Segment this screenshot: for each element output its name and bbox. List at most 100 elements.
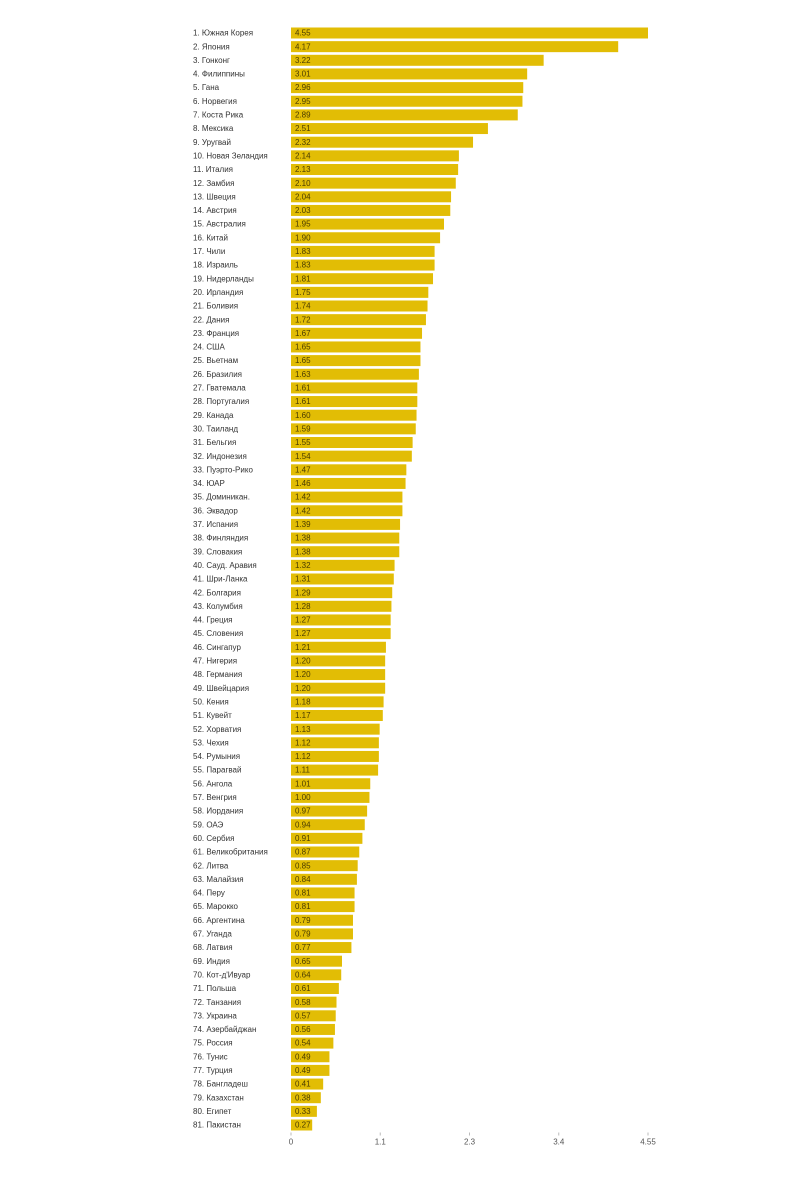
- bar: [291, 204, 451, 216]
- bar: [291, 450, 412, 462]
- value-label: 0.84: [295, 875, 311, 884]
- value-label: 2.03: [295, 206, 311, 215]
- value-label: 0.57: [295, 1011, 311, 1020]
- bar: [291, 873, 357, 885]
- value-label: 1.17: [295, 711, 311, 720]
- category-label: 20. Ирландия: [193, 288, 243, 297]
- bar: [291, 805, 368, 817]
- category-label: 45. Словения: [193, 629, 243, 638]
- bar: [291, 1078, 324, 1090]
- category-label: 79. Казахстан: [193, 1093, 244, 1102]
- value-label: 3.22: [295, 56, 311, 65]
- category-label: 54. Румыния: [193, 752, 240, 761]
- category-label: 17. Чили: [193, 247, 225, 256]
- category-label: 75. Россия: [193, 1039, 233, 1048]
- bar: [291, 54, 544, 66]
- category-label: 68. Латвия: [193, 943, 233, 952]
- bar: [291, 273, 434, 285]
- bar: [291, 983, 339, 994]
- value-label: 2.96: [295, 83, 311, 92]
- bar: [291, 1064, 330, 1076]
- category-label: 53. Чехия: [193, 738, 229, 747]
- value-label: 1.42: [295, 493, 311, 502]
- value-label: 2.95: [295, 97, 311, 106]
- value-label: 1.12: [295, 752, 311, 761]
- category-label: 32. Индонезия: [193, 452, 247, 461]
- bar: [291, 791, 370, 803]
- value-label: 1.13: [295, 725, 311, 734]
- bar: [291, 341, 421, 353]
- bar: [291, 396, 418, 408]
- value-label: 0.27: [295, 1121, 311, 1130]
- bar: [291, 559, 395, 571]
- category-label: 70. Кот-д'Ивуар: [193, 970, 251, 979]
- bar: [291, 136, 474, 148]
- category-label: 3. Гонконг: [193, 56, 230, 65]
- bar: [291, 764, 379, 776]
- category-label: 59. ОАЭ: [193, 820, 224, 829]
- category-label: 71. Польша: [193, 984, 237, 993]
- bar: [291, 641, 386, 653]
- value-label: 2.51: [295, 124, 311, 133]
- value-label: 1.54: [295, 452, 311, 461]
- bar: [291, 778, 371, 790]
- bar: [291, 477, 406, 489]
- category-label: 81. Пакистан: [193, 1121, 241, 1130]
- value-label: 1.38: [295, 547, 311, 556]
- bar: [291, 682, 386, 694]
- bar: [291, 600, 392, 612]
- value-label: 1.61: [295, 384, 311, 393]
- bar: [291, 232, 441, 244]
- bar: [291, 505, 403, 517]
- x-tick-label: 1.1: [375, 1138, 387, 1147]
- value-label: 0.91: [295, 834, 311, 843]
- value-label: 1.38: [295, 534, 311, 543]
- bar: [291, 1092, 321, 1104]
- bar: [291, 177, 456, 189]
- bar: [291, 327, 423, 339]
- value-label: 1.12: [295, 738, 311, 747]
- value-label: 1.95: [295, 220, 311, 229]
- category-label: 43. Колумбия: [193, 602, 243, 611]
- bar: [291, 1051, 330, 1063]
- bar: [291, 587, 393, 599]
- category-label: 52. Хорватия: [193, 725, 241, 734]
- category-label: 28. Португалия: [193, 397, 249, 406]
- category-label: 2. Япония: [193, 42, 230, 51]
- value-label: 2.10: [295, 179, 311, 188]
- value-label: 2.04: [295, 192, 311, 201]
- category-label: 19. Нидерланды: [193, 274, 254, 283]
- x-tick-label: 3.4: [553, 1138, 565, 1147]
- value-label: 1.11: [295, 766, 311, 775]
- x-tick-label: 4.55: [640, 1138, 656, 1147]
- bar: [291, 710, 383, 721]
- value-label: 0.49: [295, 1052, 311, 1061]
- bar: [291, 218, 444, 230]
- category-label: 15. Австралия: [193, 220, 246, 229]
- bar: [291, 942, 352, 954]
- value-label: 0.85: [295, 861, 311, 870]
- value-label: 0.97: [295, 807, 311, 816]
- category-label: 6. Норвегия: [193, 97, 237, 106]
- x-tick-label: 0: [289, 1138, 294, 1147]
- value-label: 1.01: [295, 779, 311, 788]
- category-label: 67. Уганда: [193, 930, 232, 939]
- value-label: 1.65: [295, 356, 311, 365]
- bar: [291, 27, 648, 39]
- value-label: 1.27: [295, 629, 311, 638]
- category-label: 36. Эквадор: [193, 506, 238, 515]
- bar: [291, 996, 337, 1008]
- bar: [291, 1037, 334, 1049]
- value-label: 1.00: [295, 793, 311, 802]
- x-tick-label: 2.3: [464, 1138, 476, 1147]
- value-label: 0.65: [295, 957, 311, 966]
- value-label: 1.20: [295, 657, 311, 666]
- bar: [291, 423, 416, 435]
- category-label: 74. Азербайджан: [193, 1025, 256, 1034]
- category-label: 47. Нигерия: [193, 657, 237, 666]
- category-label: 51. Кувейт: [193, 711, 232, 720]
- bar: [291, 1119, 313, 1131]
- bar: [291, 314, 426, 326]
- value-label: 1.59: [295, 424, 311, 433]
- value-label: 0.38: [295, 1093, 311, 1102]
